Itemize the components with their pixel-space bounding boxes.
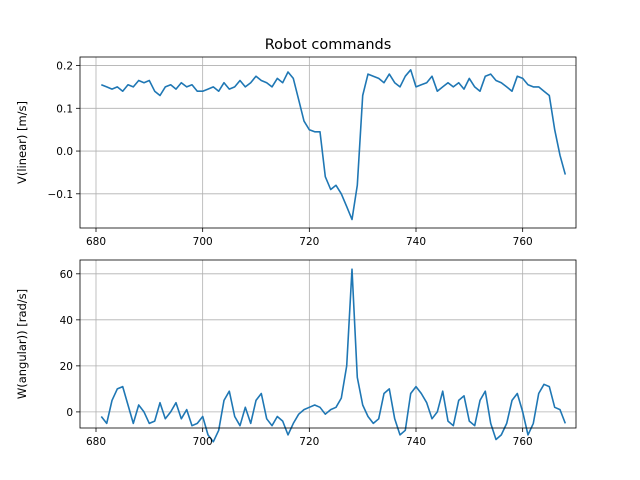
x-tick-label: 720 [299, 436, 319, 448]
y-tick-label: 0 [66, 407, 73, 419]
y-tick-label: 0.1 [56, 103, 73, 115]
y-tick-label: −0.1 [48, 189, 74, 201]
y-tick-label: 0.0 [56, 146, 73, 158]
x-tick-label: 740 [406, 436, 426, 448]
y-tick-label: 20 [60, 361, 73, 373]
x-tick-label: 740 [406, 236, 426, 248]
x-tick-label: 680 [86, 436, 106, 448]
linear-velocity-plot: 680 700 720 740 760 −0.1 0.0 0.1 0.2 V(linear) [m… [15, 56, 577, 248]
angular-velocity-plot: 680 700 720 740 760 0 20 40 60 W(angular)) [rad/s… [15, 259, 577, 448]
y-tick-label: 60 [60, 269, 73, 281]
series-line [100, 268, 567, 443]
y-axis-label: W(angular)) [rad/s] [15, 289, 29, 399]
y-tick-label: 0.2 [56, 61, 73, 73]
chart-title: Robot commands [265, 37, 392, 53]
x-tick-label: 720 [299, 236, 319, 248]
y-axis-label: V(linear) [m/s] [15, 101, 29, 184]
x-tick-label: 680 [86, 236, 106, 248]
x-tick-label: 700 [193, 436, 213, 448]
series-line [101, 69, 567, 221]
y-tick-label: 40 [60, 315, 73, 327]
axes-frame [79, 259, 577, 429]
axes-frame [79, 56, 577, 229]
x-tick-label: 760 [513, 236, 533, 248]
x-tick-label: 760 [513, 436, 533, 448]
x-tick-label: 700 [193, 236, 213, 248]
